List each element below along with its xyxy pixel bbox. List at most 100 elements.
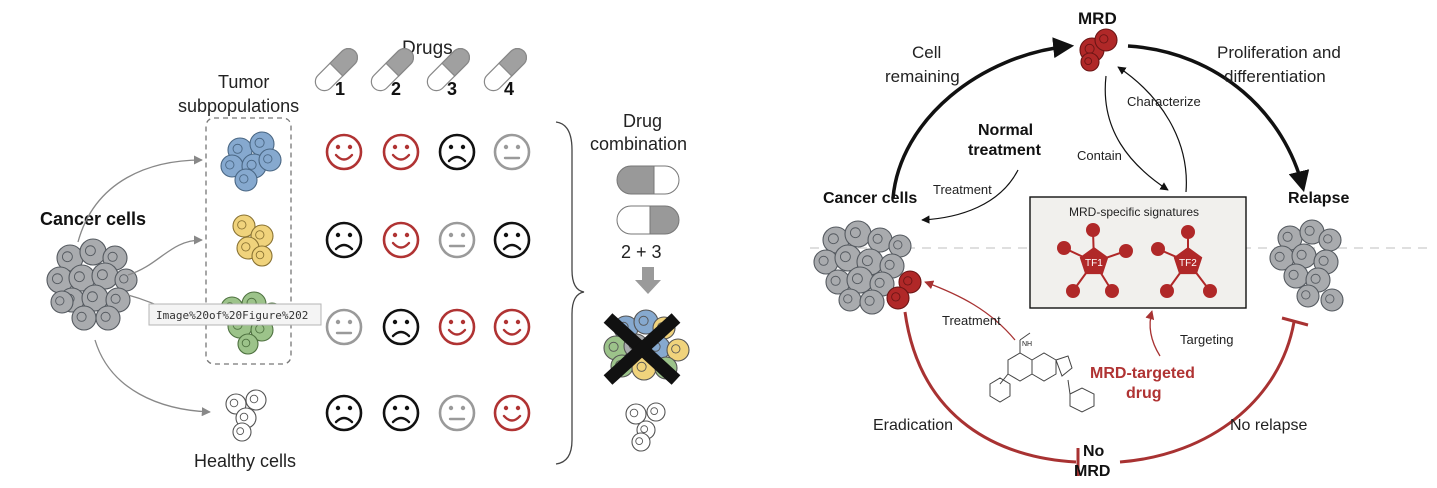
tf-node-icon	[1119, 244, 1133, 258]
cell-icon	[625, 403, 647, 425]
arrow-to-blue	[77, 155, 203, 243]
drug-response-grid	[325, 133, 531, 432]
image-tooltip: Image%20of%20Figure%202	[148, 303, 322, 326]
arrow-normal-treatment	[921, 169, 1019, 224]
pill-icon	[370, 47, 415, 92]
combination-pill-top	[616, 165, 680, 195]
combination-pill-bottom	[616, 205, 680, 235]
tf-networks: TF1 TF2	[1057, 223, 1217, 298]
proliferation-line2: differentiation	[1224, 67, 1326, 86]
drug-number-2: 2	[391, 79, 401, 99]
tumor-subpopulations-line2: subpopulations	[178, 96, 299, 116]
neutral-face-icon	[438, 221, 476, 259]
cell-icon	[95, 305, 121, 331]
arrow-contain	[1104, 75, 1169, 191]
tf1-network-label: TF1	[1085, 258, 1103, 269]
tf2-network-label: TF2	[1179, 258, 1197, 269]
arrow-characterize	[1117, 66, 1187, 193]
drug-number-1: 1	[335, 79, 345, 99]
tf1-network: TF1	[1057, 223, 1133, 298]
combination-brace	[555, 121, 585, 465]
sad-face-icon	[382, 394, 420, 432]
drugs-title: Drugs	[402, 38, 453, 59]
left-panel: Drugs 1 2 3 4 Tumor subpopulations Cancer c…	[40, 38, 690, 471]
healthy-cells-cluster	[225, 389, 267, 442]
arrow-targeting	[1145, 310, 1161, 357]
right-cancer-cells-label: Cancer cells	[823, 190, 917, 207]
cell-remaining-line1: Cell	[912, 43, 941, 62]
molecule-nh-label: NH	[1022, 341, 1032, 348]
cell-icon	[838, 288, 862, 312]
cell-icon	[1269, 245, 1295, 271]
treatment-bottom-label: Treatment	[942, 313, 1001, 328]
combination-healthy-cells	[625, 402, 666, 452]
pill-icon	[314, 47, 359, 92]
treatment-top-label: Treatment	[933, 182, 992, 197]
arrow-proliferation	[1127, 44, 1310, 193]
sad-face-icon	[325, 221, 363, 259]
tumor-subpopulations-line1: Tumor	[218, 72, 269, 92]
cell-icon	[631, 432, 651, 452]
cell-icon	[646, 402, 666, 422]
cell-icon	[859, 289, 885, 315]
targeting-label: Targeting	[1180, 332, 1233, 347]
happy-face-icon	[438, 308, 476, 346]
tf-node-icon	[1066, 284, 1080, 298]
cell-icon	[1318, 228, 1342, 252]
happy-face-icon	[493, 394, 531, 432]
neutral-face-icon	[438, 394, 476, 432]
cell-icon	[1094, 28, 1118, 52]
cell-icon	[232, 214, 256, 238]
mrd-drug-line1: MRD-targeted	[1090, 365, 1195, 382]
happy-face-icon	[325, 133, 363, 171]
tf-node-icon	[1086, 223, 1100, 237]
mrd-label: MRD	[1078, 9, 1117, 28]
arrow-to-healthy	[94, 339, 211, 417]
down-arrow-icon	[635, 267, 661, 294]
no-relapse-inhibit-bar	[1281, 316, 1309, 327]
drug-combination-line1: Drug	[623, 111, 662, 131]
happy-face-icon	[382, 221, 420, 259]
tf-node-icon	[1105, 284, 1119, 298]
cell-icon	[50, 290, 74, 314]
cell-icon	[258, 148, 282, 172]
cancer-cells-label: Cancer cells	[40, 209, 146, 229]
normal-treatment-line2: treatment	[968, 142, 1042, 159]
no-relapse-label: No relapse	[1230, 417, 1307, 434]
normal-treatment-line1: Normal	[978, 122, 1033, 139]
cell-icon	[237, 333, 259, 355]
cell-icon	[844, 220, 872, 248]
arrow-treatment-bottom	[924, 280, 1016, 341]
no-mrd-line1: No	[1083, 443, 1105, 460]
proliferation-line1: Proliferation and	[1217, 43, 1341, 62]
relapse-label: Relapse	[1288, 190, 1349, 207]
relapse-cell-cluster	[1269, 219, 1344, 312]
pill-icon	[426, 47, 471, 92]
cell-icon	[79, 238, 107, 266]
cell-remaining-line2: remaining	[885, 67, 960, 86]
sad-face-icon	[438, 133, 476, 171]
characterize-label: Characterize	[1127, 94, 1201, 109]
cancer-cell-cluster	[46, 238, 138, 331]
tf2-network: TF2	[1151, 225, 1217, 298]
cell-icon	[834, 244, 862, 272]
cell-icon	[71, 305, 97, 331]
drug-number-4: 4	[504, 79, 514, 99]
cell-icon	[1283, 263, 1309, 289]
neutral-face-icon	[493, 133, 531, 171]
arrow-to-yellow	[127, 235, 203, 276]
cell-icon	[813, 249, 839, 275]
right-panel: MRD Cell remaining Proliferation and dif…	[810, 9, 1427, 480]
signatures-title: MRD-specific signatures	[1069, 205, 1199, 219]
cell-icon	[867, 227, 893, 253]
drug-number-3: 3	[447, 79, 457, 99]
combination-formula: 2 + 3	[621, 242, 662, 262]
yellow-subpopulation	[232, 214, 274, 267]
cell-icon	[666, 338, 690, 362]
tf-node-icon	[1203, 284, 1217, 298]
cell-icon	[68, 264, 96, 292]
no-mrd-line2: MRD	[1074, 463, 1110, 480]
mrd-cell-cluster	[1079, 28, 1118, 72]
sad-face-icon	[325, 394, 363, 432]
